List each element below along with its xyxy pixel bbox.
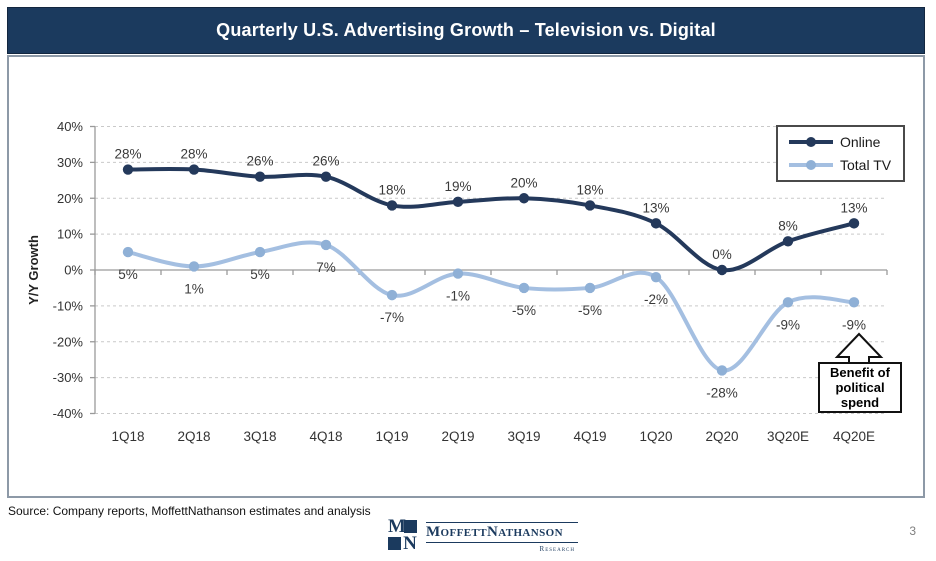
- data-point-total-tv: [650, 271, 662, 283]
- data-label-total-tv: -28%: [706, 385, 738, 400]
- total-tv-line-swatch: [789, 160, 833, 170]
- legend-label-total-tv: Total TV: [840, 157, 892, 173]
- series-line-online: [126, 167, 856, 273]
- legend-label-online: Online: [840, 134, 881, 150]
- x-tick-label: 2Q18: [177, 429, 210, 444]
- data-point-total-tv: [452, 268, 464, 279]
- data-label-online: 19%: [444, 179, 471, 194]
- x-tick-label: 1Q20: [639, 429, 672, 444]
- data-label-online: 13%: [642, 200, 669, 215]
- data-point-total-tv: [122, 246, 134, 258]
- data-label-total-tv: -9%: [776, 317, 800, 332]
- logo-subtext: Research: [536, 545, 578, 553]
- x-tick-label: 3Q18: [243, 429, 276, 444]
- data-label-total-tv: -1%: [446, 289, 470, 304]
- data-point-online: [716, 264, 728, 276]
- data-point-total-tv: [584, 282, 596, 294]
- data-label-online: 28%: [180, 147, 207, 162]
- political-spend-callout: Benefit of political spend: [818, 362, 902, 413]
- logo-square-top: [404, 520, 417, 533]
- data-label-total-tv: -9%: [842, 317, 866, 332]
- data-label-online: 28%: [114, 147, 141, 162]
- logo-square-bottom: [388, 537, 401, 550]
- data-label-online: 26%: [312, 154, 339, 169]
- mn-monogram: M N: [388, 516, 417, 554]
- data-point-online: [254, 171, 266, 182]
- x-tick-label: 3Q19: [507, 429, 540, 444]
- series-line-total-tv: [126, 240, 856, 373]
- y-tick-label: 30%: [57, 155, 83, 170]
- data-label-online: 8%: [778, 218, 798, 233]
- data-label-total-tv: 7%: [316, 260, 336, 275]
- data-point-total-tv: [782, 297, 794, 308]
- data-point-total-tv: [848, 297, 860, 308]
- x-tick-label: 2Q20: [705, 429, 738, 444]
- legend-entry-online: Online: [788, 134, 903, 150]
- data-label-total-tv: -5%: [578, 303, 602, 318]
- page-number: 3: [909, 524, 916, 538]
- advertising-growth-chart: -40% -30% -20% -10% 0% 10% 20% 30% 40% 1Q18 2Q18 3Q…: [26, 119, 888, 444]
- data-point-total-tv: [518, 282, 530, 294]
- logo-letter-n: N: [403, 533, 417, 554]
- x-tick-label: 2Q19: [441, 429, 474, 444]
- y-tick-label: 20%: [57, 191, 83, 206]
- y-tick-label: -40%: [53, 406, 84, 421]
- data-point-total-tv: [716, 365, 728, 376]
- data-point-online: [782, 236, 794, 247]
- page-title: Quarterly U.S. Advertising Growth – Tele…: [216, 20, 716, 40]
- data-label-total-tv: -5%: [512, 303, 536, 318]
- data-label-online: 20%: [510, 175, 537, 190]
- data-point-total-tv: [320, 239, 332, 251]
- data-point-online: [122, 164, 134, 175]
- data-label-total-tv: 1%: [184, 281, 204, 296]
- data-point-online: [584, 200, 596, 211]
- x-tick-label: 4Q19: [573, 429, 606, 444]
- data-point-online: [386, 200, 398, 211]
- y-tick-label: 0%: [64, 263, 83, 278]
- data-point-online: [848, 218, 860, 229]
- data-label-total-tv: -2%: [644, 292, 668, 307]
- y-tick-label: -10%: [53, 298, 84, 313]
- y-tick-label: -20%: [53, 334, 84, 349]
- data-label-total-tv: 5%: [250, 267, 270, 282]
- y-tick-label: -30%: [53, 370, 84, 385]
- data-label-online: 0%: [712, 247, 732, 262]
- chart-area: -40% -30% -20% -10% 0% 10% 20% 30% 40% 1Q18 2Q18 3Q…: [7, 55, 925, 498]
- data-point-total-tv: [254, 246, 266, 258]
- data-point-online: [188, 164, 200, 175]
- x-tick-label: 1Q19: [375, 429, 408, 444]
- data-point-online: [518, 193, 530, 204]
- y-tick-label: 40%: [57, 119, 83, 134]
- x-tick-label: 4Q20E: [833, 429, 875, 444]
- data-point-online: [650, 218, 662, 229]
- annotation-arrow-up: [834, 332, 884, 364]
- data-label-online: 26%: [246, 154, 273, 169]
- data-label-online: 18%: [378, 182, 405, 197]
- x-tick-label: 1Q18: [111, 429, 144, 444]
- online-line-swatch: [789, 137, 833, 147]
- x-tick-label: 4Q18: [309, 429, 342, 444]
- x-tick-label: 3Q20E: [767, 429, 809, 444]
- source-note: Source: Company reports, MoffettNathanso…: [8, 504, 371, 518]
- data-label-online: 13%: [840, 200, 867, 215]
- logo-wordmark: MoffettNathanson: [426, 524, 563, 540]
- data-point-online: [320, 171, 332, 182]
- y-tick-label: 10%: [57, 227, 83, 242]
- data-label-online: 18%: [576, 182, 603, 197]
- chart-legend: Online Total TV: [776, 125, 905, 182]
- legend-entry-total-tv: Total TV: [788, 157, 903, 173]
- data-point-total-tv: [386, 289, 398, 301]
- logo-wordmark-block: MoffettNathanson Research: [426, 519, 578, 553]
- callout-text: Benefit of political spend: [830, 365, 890, 410]
- data-label-total-tv: -7%: [380, 310, 404, 325]
- logo-rule-bottom: Research: [426, 542, 578, 553]
- logo-letter-m: M: [388, 516, 406, 537]
- data-point-total-tv: [188, 261, 200, 272]
- moffettnathanson-logo: M N MoffettNathanson Research: [388, 516, 578, 554]
- slide-title-bar: Quarterly U.S. Advertising Growth – Tele…: [7, 7, 925, 54]
- data-label-total-tv: 5%: [118, 267, 138, 282]
- y-axis-title: Y/Y Growth: [26, 235, 41, 305]
- data-point-online: [452, 196, 464, 208]
- logo-rule-top: [426, 522, 578, 523]
